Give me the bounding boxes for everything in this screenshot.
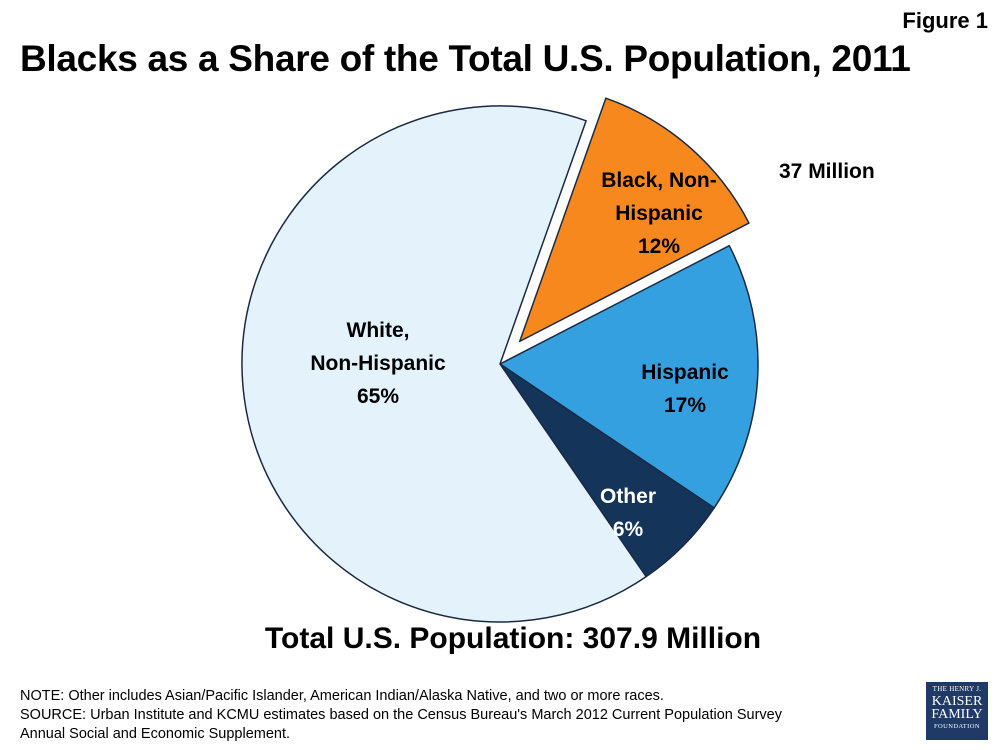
chart-title: Blacks as a Share of the Total U.S. Popu… bbox=[20, 38, 911, 79]
slice-label-hispanic: Hispanic 17% bbox=[641, 361, 729, 417]
pie-slice-white bbox=[241, 105, 647, 623]
logo-line: THE HENRY J. bbox=[932, 685, 982, 693]
slice-label-other: Other 6% bbox=[600, 485, 656, 541]
slice-label-black: Black, Non-Hispanic 12% bbox=[601, 169, 717, 258]
note-line: NOTE: Other includes Asian/Pacific Islan… bbox=[20, 688, 664, 704]
source-line: SOURCE: Urban Institute and KCMU estimat… bbox=[20, 707, 782, 723]
pie-slice-black bbox=[518, 97, 750, 343]
slice-label-white: White, Non-Hispanic 65% bbox=[310, 319, 446, 408]
black-population-callout: 37 Million bbox=[779, 160, 875, 183]
logo-line: FAMILY bbox=[931, 707, 983, 722]
logo-line: KAISER bbox=[931, 694, 983, 709]
pie-slice-hispanic bbox=[499, 244, 759, 509]
chart-notes: NOTE: Other includes Asian/Pacific Islan… bbox=[20, 687, 782, 744]
logo-line: FOUNDATION bbox=[934, 723, 980, 730]
total-population-label: Total U.S. Population: 307.9 Million bbox=[264, 622, 762, 655]
source-line-continued: Annual Social and Economic Supplement. bbox=[20, 726, 291, 742]
figure-label: Figure 1 bbox=[902, 8, 988, 33]
kaiser-family-foundation-logo: THE HENRY J. KAISER FAMILY FOUNDATION bbox=[926, 682, 988, 740]
